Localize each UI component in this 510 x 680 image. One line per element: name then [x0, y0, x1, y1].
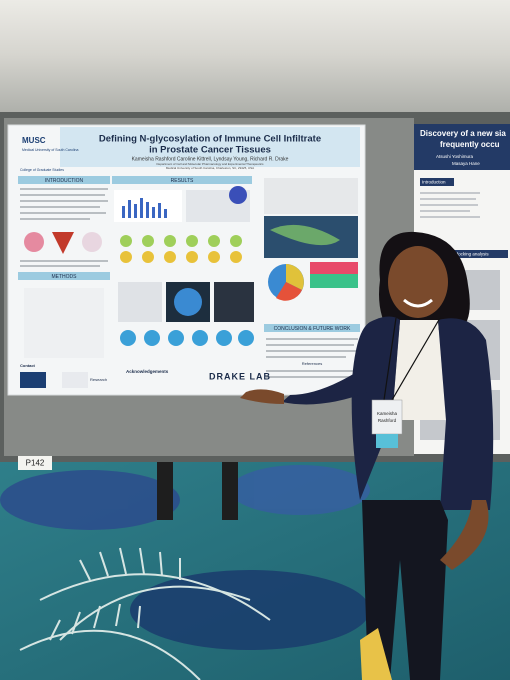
section-bar	[264, 324, 360, 332]
badge-ribbon	[376, 434, 398, 448]
poster-research: Research	[90, 377, 107, 382]
poster-header	[60, 127, 360, 167]
neighbor-section-bar	[420, 250, 508, 258]
poster-logo: MUSC	[22, 136, 46, 145]
poster-authors: Kameisha Rashford Caroline Kittrell, Lyn…	[132, 156, 289, 162]
poster-body	[20, 188, 358, 378]
poster-acknowledgements: Acknowledgements	[126, 369, 169, 374]
neighbor-title: frequently occu	[440, 140, 500, 149]
poster-affiliation: Medical University of South Carolina, Ch…	[166, 166, 254, 170]
background-person-legs	[157, 462, 238, 520]
poster-title: in Prostate Cancer Tissues	[149, 145, 271, 156]
neighbor-section: In silico docking analysis	[439, 252, 489, 257]
wall	[0, 0, 510, 120]
foreground-object	[360, 628, 392, 680]
poster-contact: Contact	[20, 363, 36, 368]
section-title: CONCLUSION & FUTURE WORK	[274, 326, 351, 332]
board-label-tag	[18, 456, 52, 470]
section-title: RESULTS	[171, 178, 194, 184]
poster-figures	[20, 178, 358, 388]
poster-institution: Medical University of South Carolina	[22, 148, 78, 152]
neighbor-header	[414, 124, 510, 170]
poster-title: Defining N-glycosylation of Immune Cell …	[99, 134, 321, 145]
section-title: METHODS	[52, 274, 78, 280]
section-bar	[18, 176, 110, 184]
poster-affiliation: Department of Cell and Molecular Pharmac…	[157, 162, 264, 166]
badge-name: Kameisha	[377, 411, 398, 416]
board-label: P142	[26, 459, 45, 468]
neighbor-section-bar	[420, 178, 454, 186]
section-bar	[112, 176, 252, 184]
neighbor-title: Discovery of a new sia	[420, 129, 506, 138]
section-title: INTRODUCTION	[45, 178, 84, 184]
neighbor-authors: Masaya Hane	[452, 161, 480, 166]
neighbor-authors: Atsushi Yoshimura	[436, 154, 474, 159]
section-bar	[18, 272, 110, 280]
badge-name: Rashford	[378, 418, 397, 423]
poster-college: College of Graduate Studies	[20, 168, 64, 172]
badge	[371, 399, 403, 435]
neighbor-section: Introduction	[422, 180, 446, 185]
section-title: References	[302, 361, 322, 366]
carpet-pattern	[0, 465, 370, 680]
poster-lab: DRAKE LAB	[209, 371, 271, 381]
person	[240, 231, 494, 680]
